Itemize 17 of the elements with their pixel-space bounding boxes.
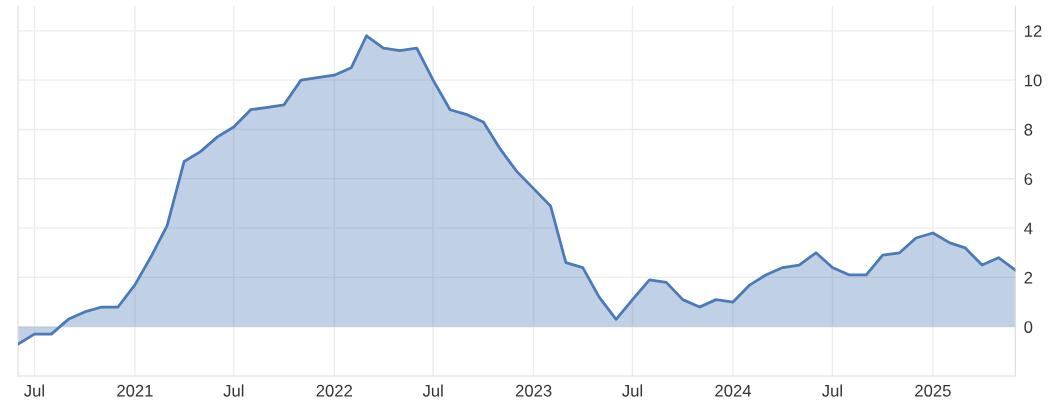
y-tick-label: 6 — [1024, 173, 1033, 185]
y-tick-label: 12 — [1024, 25, 1042, 37]
x-tick-label: 2022 — [316, 384, 352, 397]
x-tick-label: Jul — [622, 384, 643, 397]
x-tick-label: Jul — [24, 384, 44, 397]
x-tick-label: 2024 — [715, 384, 752, 397]
y-tick-label: 8 — [1024, 123, 1033, 136]
x-tick-label: 2021 — [117, 384, 153, 397]
x-tick-label: 2025 — [915, 384, 951, 397]
y-tick-label: 2 — [1024, 271, 1033, 284]
x-tick-label: 2023 — [515, 384, 552, 397]
y-tick-label: 4 — [1024, 222, 1033, 235]
y-tick-label: 10 — [1024, 74, 1042, 87]
x-tick-label: Jul — [223, 384, 244, 397]
x-tick-label: Jul — [422, 384, 443, 397]
y-tick-label: 0 — [1024, 321, 1033, 333]
x-tick-label: Jul — [822, 384, 842, 397]
